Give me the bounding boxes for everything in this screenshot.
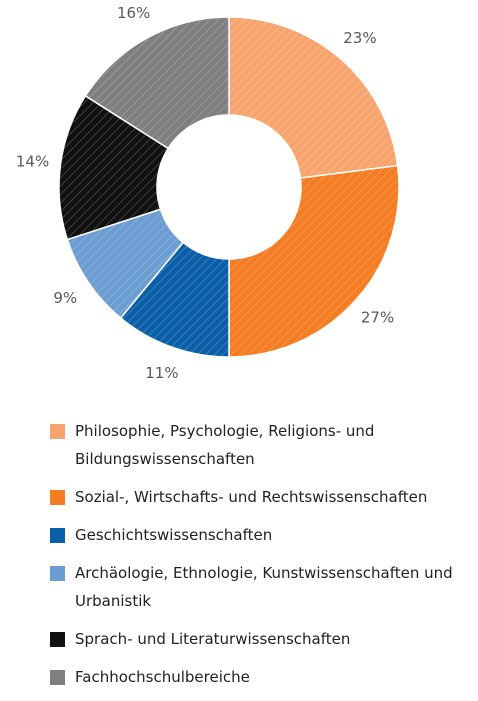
legend-swatch: [50, 528, 65, 543]
segment-hatch: [229, 17, 398, 178]
legend-swatch: [50, 566, 65, 581]
legend-item: Geschichtswissenschaften: [50, 521, 470, 549]
legend-item: Archäologie, Ethnologie, Kunstwissenscha…: [50, 559, 470, 615]
legend-swatch: [50, 490, 65, 505]
legend-label: Geschichtswissenschaften: [75, 526, 273, 544]
segment-hatch: [67, 209, 184, 318]
legend-swatch: [50, 632, 65, 647]
segment-hatch: [229, 165, 399, 358]
legend-item: Sozial-, Wirtschafts- und Rechtswissensc…: [50, 483, 470, 511]
page: {"chart_data": {"type": "donut", "catego…: [15, 3, 453, 686]
legend-label: Fachhochschulbereiche: [75, 668, 250, 686]
data-label: 23%: [343, 29, 376, 47]
legend-item: Sprach- und Literaturwissenschaften: [50, 625, 470, 653]
legend-label: Archäologie, Ethnologie, Kunstwissenscha…: [75, 564, 453, 610]
data-label: 27%: [361, 308, 394, 326]
chart: 23% 27% 11% 9% 14% 16%: [16, 4, 400, 382]
legend-swatch: [50, 424, 65, 439]
legend-label: Sozial-, Wirtschafts- und Rechtswissensc…: [75, 488, 428, 506]
legend-swatch: [50, 670, 65, 685]
legend: Philosophie, Psychologie, Religions- und…: [50, 417, 470, 701]
segment-hatch: [85, 17, 229, 149]
data-label: 11%: [145, 364, 178, 382]
legend-item: Philosophie, Psychologie, Religions- und…: [50, 417, 470, 473]
segment-hatch: [120, 242, 229, 357]
data-label: 16%: [117, 4, 150, 22]
legend-label: Philosophie, Psychologie, Religions- und…: [75, 422, 375, 468]
data-label: 14%: [16, 153, 49, 171]
legend-item: Fachhochschulbereiche: [50, 663, 470, 691]
legend-label: Sprach- und Literaturwissenschaften: [75, 630, 351, 648]
data-label: 9%: [53, 289, 77, 307]
